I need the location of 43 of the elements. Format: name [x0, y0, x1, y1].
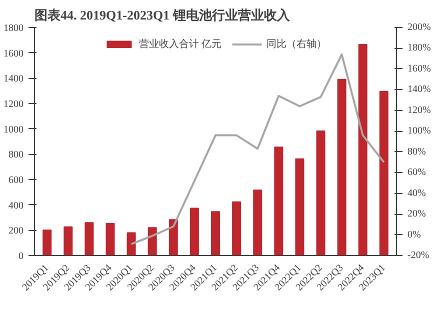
- bar: [148, 227, 157, 256]
- line-series: [130, 53, 385, 246]
- bar: [295, 158, 304, 256]
- bar: [337, 78, 346, 256]
- y2-tick-label: 120%: [408, 104, 431, 116]
- bar: [253, 190, 262, 256]
- y2-tick-label: -20%: [408, 250, 430, 261]
- y-tick-label: 200: [8, 226, 24, 237]
- bar: [84, 222, 94, 256]
- y2-tick-label: 0%: [408, 229, 421, 240]
- y2-tick-label: 100%: [408, 126, 431, 137]
- bar: [168, 219, 178, 256]
- y2-tick-label: 160%: [408, 63, 431, 74]
- y-tick-label: 600: [8, 175, 24, 186]
- bar: [232, 201, 242, 256]
- y-tick-label: 1400: [4, 74, 24, 85]
- bar: [274, 146, 284, 256]
- bar: [379, 90, 388, 256]
- y2-tick-label: 180%: [408, 42, 431, 54]
- bar: [358, 44, 368, 256]
- legend-label: 同比（右轴）: [266, 38, 326, 51]
- y2-tick-label: 20%: [408, 208, 426, 220]
- bar: [106, 222, 115, 256]
- bar: [64, 226, 73, 256]
- y2-tick-label: 80%: [408, 146, 426, 158]
- y-tick-label: 1800: [4, 23, 24, 34]
- y-tick-label: 400: [8, 200, 24, 212]
- y2-tick-label: 200%: [408, 22, 431, 33]
- bar: [190, 208, 199, 256]
- y2-tick-label: 140%: [408, 84, 431, 96]
- bar: [126, 232, 136, 256]
- chart-title: 图表44. 2019Q1-2023Q1 锂电池行业营业收入: [34, 8, 291, 22]
- bar: [316, 130, 326, 256]
- y-tick-label: 1200: [4, 99, 24, 110]
- y-tick-label: 1600: [4, 48, 24, 60]
- y2-tick-label: 60%: [408, 167, 426, 178]
- y-tick-label: 1000: [4, 124, 24, 136]
- y-tick-label: 800: [8, 150, 24, 161]
- y-tick-label: 0: [18, 251, 24, 262]
- bar: [211, 211, 220, 256]
- y2-tick-label: 40%: [408, 188, 426, 199]
- legend-label: 营业收入合计 亿元: [138, 38, 222, 51]
- bar: [42, 230, 52, 256]
